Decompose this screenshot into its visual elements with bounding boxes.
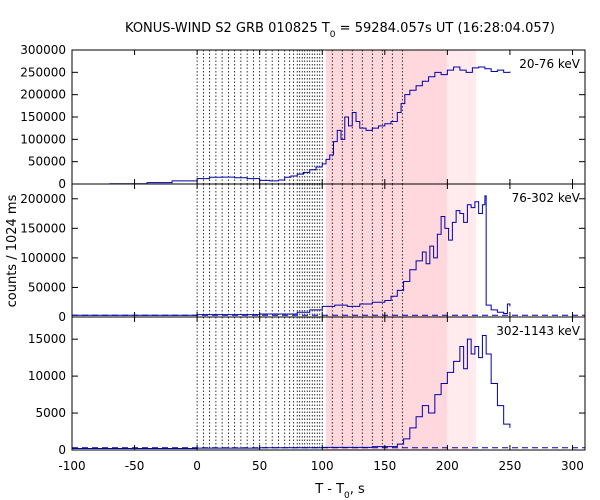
panel-1: 0 50000 100000 150000 200000 250000 300000 20-7…	[20, 43, 586, 191]
energy-band-label: 20-76 keV	[519, 57, 581, 71]
x-axis-label: T - T0, s	[314, 482, 365, 500]
x-tick-label: -100	[58, 459, 85, 473]
x-tick-label: 100	[311, 459, 334, 473]
x-tick-label: 300	[561, 459, 584, 473]
y-tick-label: 150000	[20, 221, 66, 235]
y-tick-label: 0	[58, 443, 66, 457]
x-tick-label: -50	[125, 459, 145, 473]
y-tick-label: 250000	[20, 65, 66, 79]
y-tick-label: 100000	[20, 251, 66, 265]
series-line	[72, 195, 511, 316]
y-tick-label: 200000	[20, 192, 66, 206]
x-tick-label: 0	[193, 459, 201, 473]
y-tick-label: 10000	[28, 369, 66, 383]
shaded-interval-main	[325, 50, 448, 184]
chart-panels: 05000010000015000020000025000030000020-7…	[20, 43, 586, 473]
y-tick-label: 15000	[28, 332, 66, 346]
panel-frame	[71, 316, 586, 451]
x-tick-label: 250	[498, 459, 521, 473]
x-tick-label: 150	[373, 459, 396, 473]
series-line	[72, 334, 511, 450]
energy-band-label: 76-302 keV	[512, 191, 581, 205]
x-tick-label: 50	[252, 459, 267, 473]
shaded-interval-tail	[447, 184, 477, 317]
y-tick-label: 0	[58, 310, 66, 324]
panel-3: 0 5000 10000 15000 302-1143 keV	[28, 316, 586, 457]
panel-2: 0 50000 100000 150000 200000 76-302 keV	[20, 183, 586, 324]
y-tick-label: 5000	[35, 406, 66, 420]
y-tick-label: 300000	[20, 43, 66, 57]
y-axis-label: counts / 1024 ms	[5, 194, 20, 307]
y-tick-label: 50000	[28, 280, 66, 294]
y-tick-label: 200000	[20, 88, 66, 102]
shaded-interval-main	[325, 184, 448, 317]
energy-band-label: 302-1143 keV	[496, 324, 580, 338]
y-tick-label: 0	[58, 177, 66, 191]
chart-title: KONUS-WIND S2 GRB 010825 T0 = 59284.057s…	[125, 21, 555, 40]
shaded-interval-tail	[447, 317, 477, 450]
y-tick-label: 150000	[20, 110, 66, 124]
series-line	[109, 66, 511, 185]
y-tick-label: 100000	[20, 132, 66, 146]
x-tick-label: 200	[436, 459, 459, 473]
shaded-interval-main	[325, 317, 448, 450]
y-tick-label: 50000	[28, 155, 66, 169]
